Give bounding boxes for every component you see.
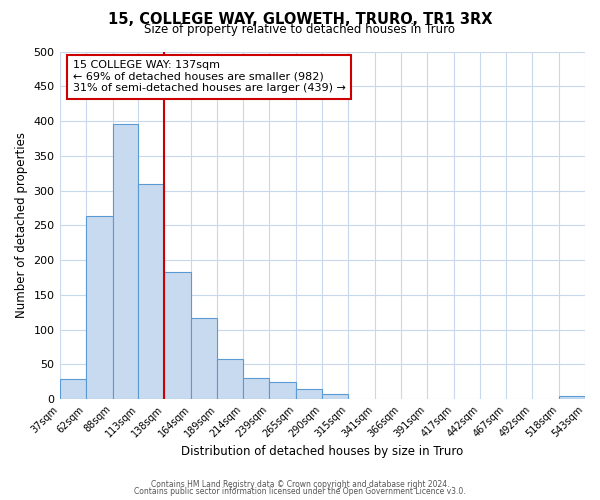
Bar: [296, 388, 322, 399]
Bar: [269, 382, 296, 399]
Bar: [59, 379, 86, 399]
Bar: [164, 272, 191, 399]
X-axis label: Distribution of detached houses by size in Truro: Distribution of detached houses by size …: [181, 444, 463, 458]
Bar: [559, 396, 585, 399]
Text: Size of property relative to detached houses in Truro: Size of property relative to detached ho…: [145, 22, 455, 36]
Bar: [113, 124, 139, 399]
Text: Contains public sector information licensed under the Open Government Licence v3: Contains public sector information licen…: [134, 487, 466, 496]
Bar: [86, 216, 113, 399]
Bar: [322, 394, 348, 399]
Bar: [244, 378, 269, 399]
Y-axis label: Number of detached properties: Number of detached properties: [15, 132, 28, 318]
Bar: [217, 359, 244, 399]
Bar: [191, 318, 217, 399]
Bar: [139, 184, 164, 399]
Text: 15, COLLEGE WAY, GLOWETH, TRURO, TR1 3RX: 15, COLLEGE WAY, GLOWETH, TRURO, TR1 3RX: [108, 12, 492, 28]
Text: Contains HM Land Registry data © Crown copyright and database right 2024.: Contains HM Land Registry data © Crown c…: [151, 480, 449, 489]
Text: 15 COLLEGE WAY: 137sqm
← 69% of detached houses are smaller (982)
31% of semi-de: 15 COLLEGE WAY: 137sqm ← 69% of detached…: [73, 60, 346, 94]
